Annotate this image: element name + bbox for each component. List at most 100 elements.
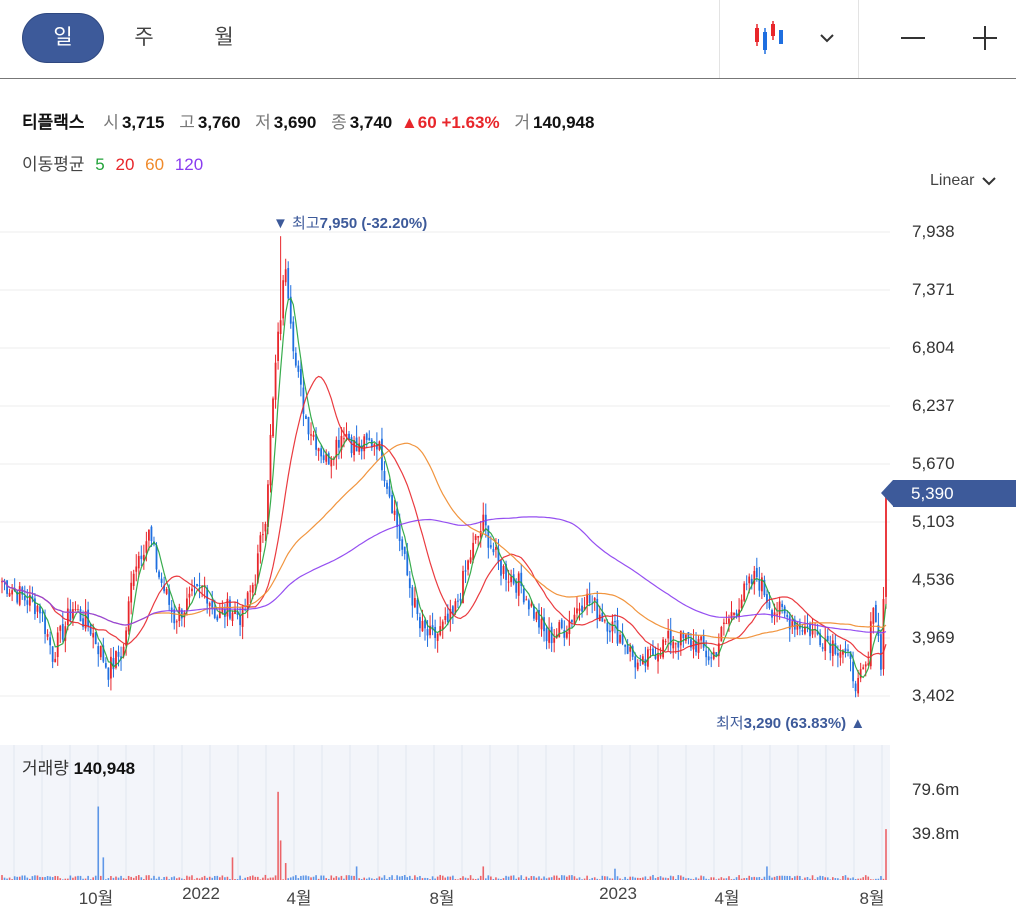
volume-bar: [553, 875, 555, 880]
volume-bar: [201, 877, 203, 880]
ma120-legend[interactable]: 120: [174, 155, 204, 174]
volume-bar: [23, 875, 26, 880]
volume-bar: [188, 876, 191, 880]
volume-bar: [102, 857, 105, 880]
volume-bar: [598, 879, 601, 880]
volume-bar: [355, 866, 358, 880]
volume-bar: [467, 878, 469, 880]
ma5-legend[interactable]: 5: [95, 155, 105, 174]
candle-body: [588, 593, 591, 604]
volume-bar: [18, 876, 21, 880]
candle-body: [821, 647, 824, 649]
volume-bar: [733, 878, 735, 880]
candle-body: [563, 629, 566, 638]
candle-body: [778, 601, 781, 615]
period-month-tab[interactable]: 월: [214, 26, 234, 49]
ma60-legend[interactable]: 60: [145, 155, 165, 174]
volume-bar: [259, 879, 262, 880]
volume-bar: [67, 878, 69, 880]
volume-bar: [591, 877, 593, 880]
candle-body: [56, 632, 59, 658]
candle-body: [831, 640, 834, 657]
chart-type-button[interactable]: [740, 14, 796, 62]
candle-body: [857, 677, 860, 694]
candle-body: [160, 578, 163, 583]
candle-body: [122, 646, 125, 657]
candle-body: [543, 617, 545, 632]
candle-body: [702, 635, 705, 648]
candle-body: [522, 588, 525, 603]
candle-body: [657, 654, 659, 662]
volume-bar: [505, 875, 507, 880]
ma20-legend[interactable]: 20: [115, 155, 135, 174]
volume-bar: [500, 879, 502, 880]
period-day-tab[interactable]: 일: [23, 14, 103, 62]
candle-body: [748, 576, 751, 584]
candle-body: [571, 619, 573, 623]
candle-body: [581, 605, 583, 612]
candle-body: [771, 610, 773, 618]
period-week-tab[interactable]: 주: [134, 26, 154, 49]
volume-bar: [203, 875, 206, 880]
volume-bar: [581, 879, 583, 880]
volume-bar: [446, 876, 449, 880]
volume-bar: [700, 875, 702, 880]
volume-bar: [320, 875, 322, 880]
zoom-out-button[interactable]: [890, 14, 936, 62]
candle-body: [684, 634, 687, 641]
volume-bar: [490, 876, 492, 880]
zoom-in-button[interactable]: [962, 14, 1008, 62]
volume-panel-title: 거래량 140,948: [22, 754, 135, 779]
candle-body: [874, 604, 877, 623]
volume-bar: [796, 875, 799, 880]
volume-bar: [477, 878, 479, 880]
candle-body: [246, 592, 249, 611]
volume-bar: [77, 875, 79, 880]
candle-body: [750, 578, 753, 584]
volume-bar: [343, 878, 345, 880]
volume-bar: [391, 875, 393, 880]
volume-bar: [3, 877, 6, 880]
volume-bar: [158, 876, 160, 880]
volume-bar: [236, 879, 239, 880]
volume-bar: [586, 875, 588, 880]
volume-bar: [826, 877, 829, 880]
candle-body: [558, 622, 561, 638]
volume-bar: [761, 878, 763, 880]
volume-bar: [29, 878, 31, 880]
candle-body: [773, 612, 776, 616]
candle-body: [525, 599, 528, 601]
volume-bar: [173, 876, 176, 880]
candle-body: [512, 574, 515, 584]
volume-bar: [664, 877, 667, 880]
candle-body: [626, 644, 629, 654]
chart-type-dropdown[interactable]: [810, 14, 844, 62]
candle-body: [282, 280, 285, 319]
volume-bar: [105, 879, 107, 880]
candle-body: [259, 535, 262, 552]
volume-bar: [735, 877, 738, 880]
candle-body: [647, 649, 649, 667]
candle-body: [882, 599, 885, 670]
candle-body: [79, 609, 82, 622]
ma60-line: [1, 442, 887, 640]
scale-selector[interactable]: Linear: [930, 172, 997, 190]
candle-body: [198, 585, 201, 587]
volume-bar: [441, 875, 444, 880]
candle-body: [74, 609, 77, 611]
candle-body: [550, 626, 553, 644]
candle-body: [267, 484, 269, 527]
candle-body: [776, 614, 778, 616]
candle-body: [307, 417, 310, 435]
candle-body: [297, 365, 300, 372]
volume-bar: [409, 875, 411, 880]
volume-bar: [616, 876, 619, 880]
candle-body: [495, 547, 497, 550]
candle-body: [634, 656, 637, 668]
volume-bar: [59, 878, 62, 880]
volume-bar: [875, 878, 877, 880]
candle-body: [667, 630, 670, 639]
volume-bar: [99, 875, 102, 880]
candle-body: [457, 600, 459, 602]
